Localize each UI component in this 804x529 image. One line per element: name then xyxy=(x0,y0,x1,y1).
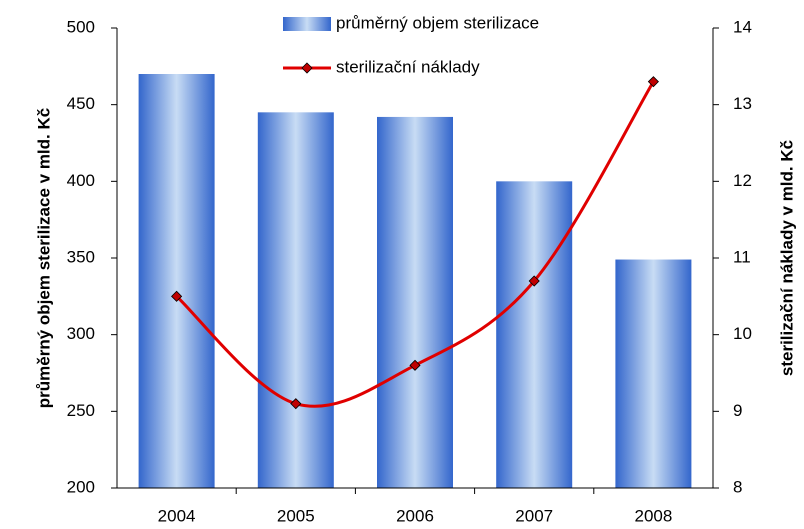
bar xyxy=(496,181,573,489)
y-axis-label: průměrný objem sterilizace v mld. Kč xyxy=(34,108,53,408)
x-tick-label: 2006 xyxy=(396,506,434,525)
legend-label: průměrný objem sterilizace xyxy=(336,13,539,32)
line-marker xyxy=(171,290,183,302)
x-tick-label: 2005 xyxy=(277,506,315,525)
line xyxy=(175,80,655,408)
y2-tick-label: 13 xyxy=(733,94,752,113)
bar xyxy=(615,259,692,488)
line-marker xyxy=(409,359,421,371)
y2-tick-label: 9 xyxy=(733,401,742,420)
x-tick-label: 2004 xyxy=(158,506,196,525)
legend-swatch xyxy=(283,17,331,31)
y-tick-label: 250 xyxy=(67,401,95,420)
y2-axis-label: sterilizační náklady v mld. Kč xyxy=(777,140,796,376)
bar xyxy=(377,116,453,488)
x-tick-label: 2007 xyxy=(515,506,553,525)
y2-tick-label: 12 xyxy=(733,171,752,190)
y2-tick-label: 11 xyxy=(733,247,751,266)
legend-label: sterilizační náklady xyxy=(336,57,480,76)
y-tick-label: 500 xyxy=(67,17,95,36)
bar xyxy=(257,112,334,488)
y-tick-label: 400 xyxy=(67,171,95,190)
y-tick-label: 300 xyxy=(67,324,95,343)
legend-marker xyxy=(301,62,313,74)
line-marker xyxy=(528,275,540,287)
line-marker xyxy=(290,398,302,410)
y2-tick-label: 10 xyxy=(733,324,752,343)
y2-tick-label: 14 xyxy=(733,17,752,36)
y2-tick-label: 8 xyxy=(733,477,742,496)
y-tick-label: 200 xyxy=(67,477,95,496)
x-tick-label: 2008 xyxy=(634,506,672,525)
y-tick-label: 350 xyxy=(67,247,95,266)
y-tick-label: 450 xyxy=(67,94,95,113)
bar xyxy=(138,74,215,488)
line-marker xyxy=(647,76,659,88)
